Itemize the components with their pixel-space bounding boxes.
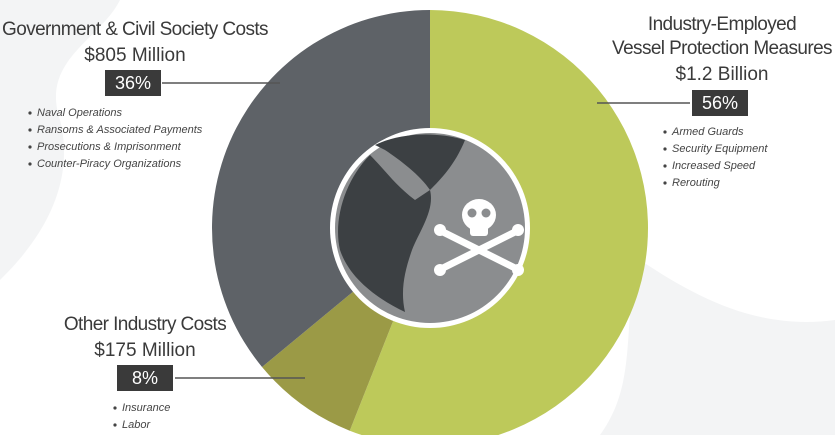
skull-crossbones [434,199,524,276]
detail-item: Naval Operations [37,107,122,119]
percent-label: 36% [115,73,151,93]
percent-box [692,90,748,116]
detail-item: Armed Guards [671,126,744,138]
bullet [28,145,32,149]
center-emblem [330,128,530,328]
percent-label: 56% [702,93,738,113]
bullet [28,111,32,115]
segment-title: Government & Civil Society Costs [2,19,268,40]
bullet [663,147,667,151]
segment-title: Industry-Employed [648,14,796,35]
bullet [663,164,667,168]
segment-title: Vessel Protection Measures [612,38,832,59]
segment-amount: $1.2 Billion [676,64,769,85]
percent-box [117,365,173,391]
bullet [28,162,32,166]
bullet [663,181,667,185]
bullet [663,130,667,134]
map-background [600,260,835,435]
detail-item: Increased Speed [672,160,756,172]
percent-box [105,70,161,96]
bullet [113,423,117,427]
segment-amount: $805 Million [84,45,185,66]
detail-item: Counter-Piracy Organizations [37,158,182,170]
detail-item: Prosecutions & Imprisonment [37,141,182,153]
detail-item: Insurance [122,402,170,414]
segment-amount: $175 Million [94,340,195,361]
africa-shape [338,134,465,312]
bullet [113,406,117,410]
percent-label: 8% [132,368,158,388]
detail-item: Ransoms & Associated Payments [37,124,203,136]
slice [212,10,430,367]
detail-item: Rerouting [672,177,721,189]
map-background [0,0,120,280]
segment-title: Other Industry Costs [64,314,226,335]
bullet [28,128,32,132]
detail-item: Labor [122,419,151,431]
detail-item: Security Equipment [672,143,768,155]
